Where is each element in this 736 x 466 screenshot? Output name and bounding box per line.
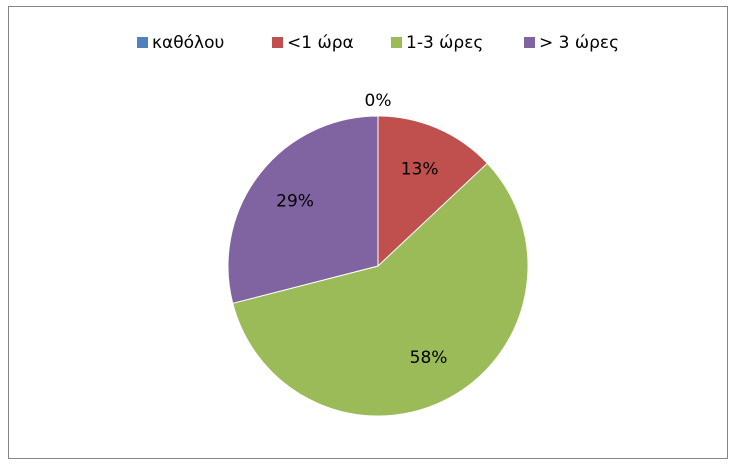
legend-swatch — [524, 37, 535, 48]
data-label: 13% — [401, 160, 439, 180]
pie-slice — [227, 115, 379, 304]
legend-label: > 3 ώρες — [539, 33, 619, 53]
legend-swatch — [272, 37, 283, 48]
data-label: 29% — [276, 192, 314, 212]
legend-swatch — [137, 37, 148, 48]
pie-slice — [232, 162, 529, 417]
legend-label: 1-3 ώρες — [406, 33, 483, 53]
legend-label: καθόλου — [152, 33, 224, 53]
legend-label: <1 ώρα — [287, 33, 354, 53]
legend-swatch — [391, 37, 402, 48]
data-label: 0% — [365, 91, 392, 111]
data-label: 58% — [410, 348, 448, 368]
pie-slice — [377, 115, 489, 268]
